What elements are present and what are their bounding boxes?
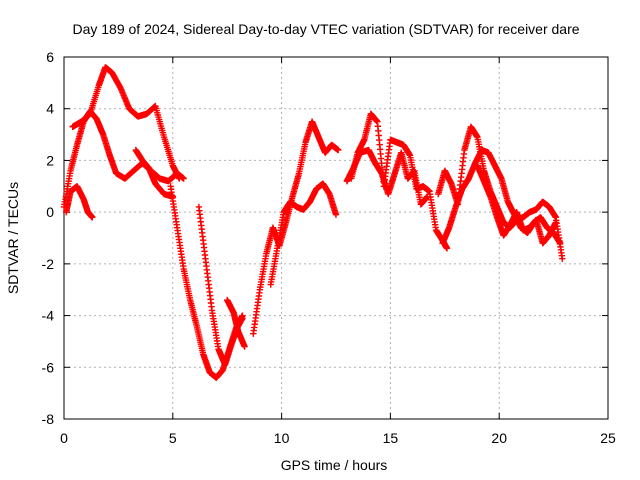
data-point <box>89 214 96 221</box>
data-point <box>334 146 342 154</box>
y-tick-label: 4 <box>46 101 54 117</box>
x-axis-label: GPS time / hours <box>281 457 388 473</box>
series-sat-g <box>224 296 248 350</box>
x-tick-label: 5 <box>169 430 177 446</box>
y-tick-label: -6 <box>42 359 55 375</box>
x-tick-label: 20 <box>491 430 507 446</box>
data-point <box>556 239 564 247</box>
data-point <box>559 255 566 262</box>
y-tick-label: 2 <box>46 152 54 168</box>
data-point <box>443 245 451 252</box>
y-tick-label: -8 <box>42 411 55 427</box>
series-sat-n <box>474 162 559 247</box>
series-sat-h <box>250 118 342 337</box>
x-tick-label: 10 <box>274 430 290 446</box>
series-sat-b <box>69 64 183 182</box>
x-tick-label: 15 <box>383 430 399 446</box>
series-sat-k <box>343 146 431 208</box>
series-sat-i <box>267 180 340 288</box>
series-sat-c <box>62 183 96 221</box>
data-point <box>241 343 248 350</box>
y-tick-label: -4 <box>42 308 55 324</box>
y-tick-label: 6 <box>46 49 54 65</box>
data-point <box>239 314 246 322</box>
data-point <box>552 219 559 226</box>
data-point <box>424 193 431 200</box>
x-tick-label: 0 <box>60 430 68 446</box>
data-marks <box>60 64 566 381</box>
y-tick-label: -2 <box>42 256 55 272</box>
y-axis-label: SDTVAR / TECUs <box>5 182 21 294</box>
series-sat-e <box>167 183 246 381</box>
axis-ticks: 0 5 10 15 20 25 -8 -6 -4 -2 0 2 4 6 <box>42 49 616 446</box>
chart-title: Day 189 of 2024, Sidereal Day-to-day VTE… <box>72 21 579 37</box>
data-point <box>332 211 340 218</box>
series-sat-d <box>132 146 176 200</box>
y-tick-label: 0 <box>46 204 54 220</box>
series-sat-j <box>348 110 451 252</box>
x-tick-label: 25 <box>600 430 616 446</box>
series-sat-f <box>195 203 246 368</box>
plot-frame <box>63 56 609 420</box>
data-point <box>176 175 183 182</box>
